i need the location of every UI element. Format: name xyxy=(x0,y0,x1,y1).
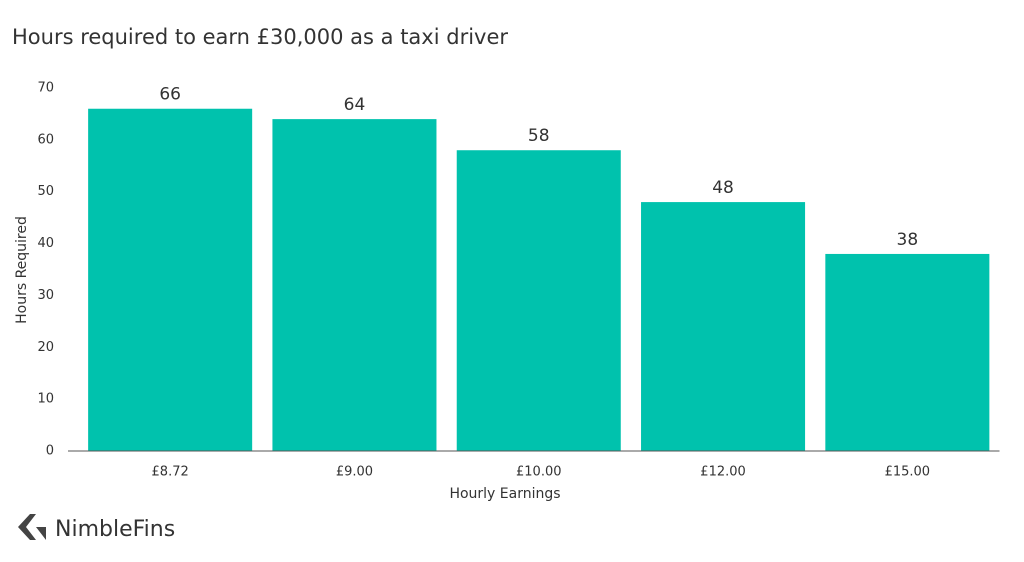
y-tick-label: 40 xyxy=(37,236,54,251)
y-tick-label: 0 xyxy=(46,444,54,459)
bar xyxy=(272,119,437,451)
y-tick-label: 20 xyxy=(37,340,54,355)
brand-name: NimbleFins xyxy=(55,517,175,542)
value-label: 58 xyxy=(528,126,550,146)
bar xyxy=(88,108,253,451)
value-label: 38 xyxy=(897,230,919,250)
x-tick-label: £8.72 xyxy=(152,465,189,480)
value-label: 64 xyxy=(344,95,366,115)
x-tick-label: £9.00 xyxy=(336,465,373,480)
x-tick-label: £15.00 xyxy=(885,465,931,480)
y-tick-label: 70 xyxy=(37,81,54,96)
chart-title: Hours required to earn £30,000 as a taxi… xyxy=(12,25,508,49)
x-tick-label: £12.00 xyxy=(700,465,746,480)
x-axis-title: Hourly Earnings xyxy=(449,486,560,502)
bar xyxy=(641,202,806,451)
y-tick-label: 10 xyxy=(37,392,54,407)
y-axis-title: Hours Required xyxy=(14,216,30,324)
bar xyxy=(456,150,621,451)
value-label: 48 xyxy=(712,178,734,198)
bar xyxy=(825,253,990,451)
value-label: 66 xyxy=(159,85,181,105)
x-tick-label: £10.00 xyxy=(516,465,562,480)
y-tick-label: 50 xyxy=(37,184,54,199)
y-tick-label: 60 xyxy=(37,132,54,147)
y-tick-label: 30 xyxy=(37,288,54,303)
brand-logo xyxy=(18,514,46,540)
